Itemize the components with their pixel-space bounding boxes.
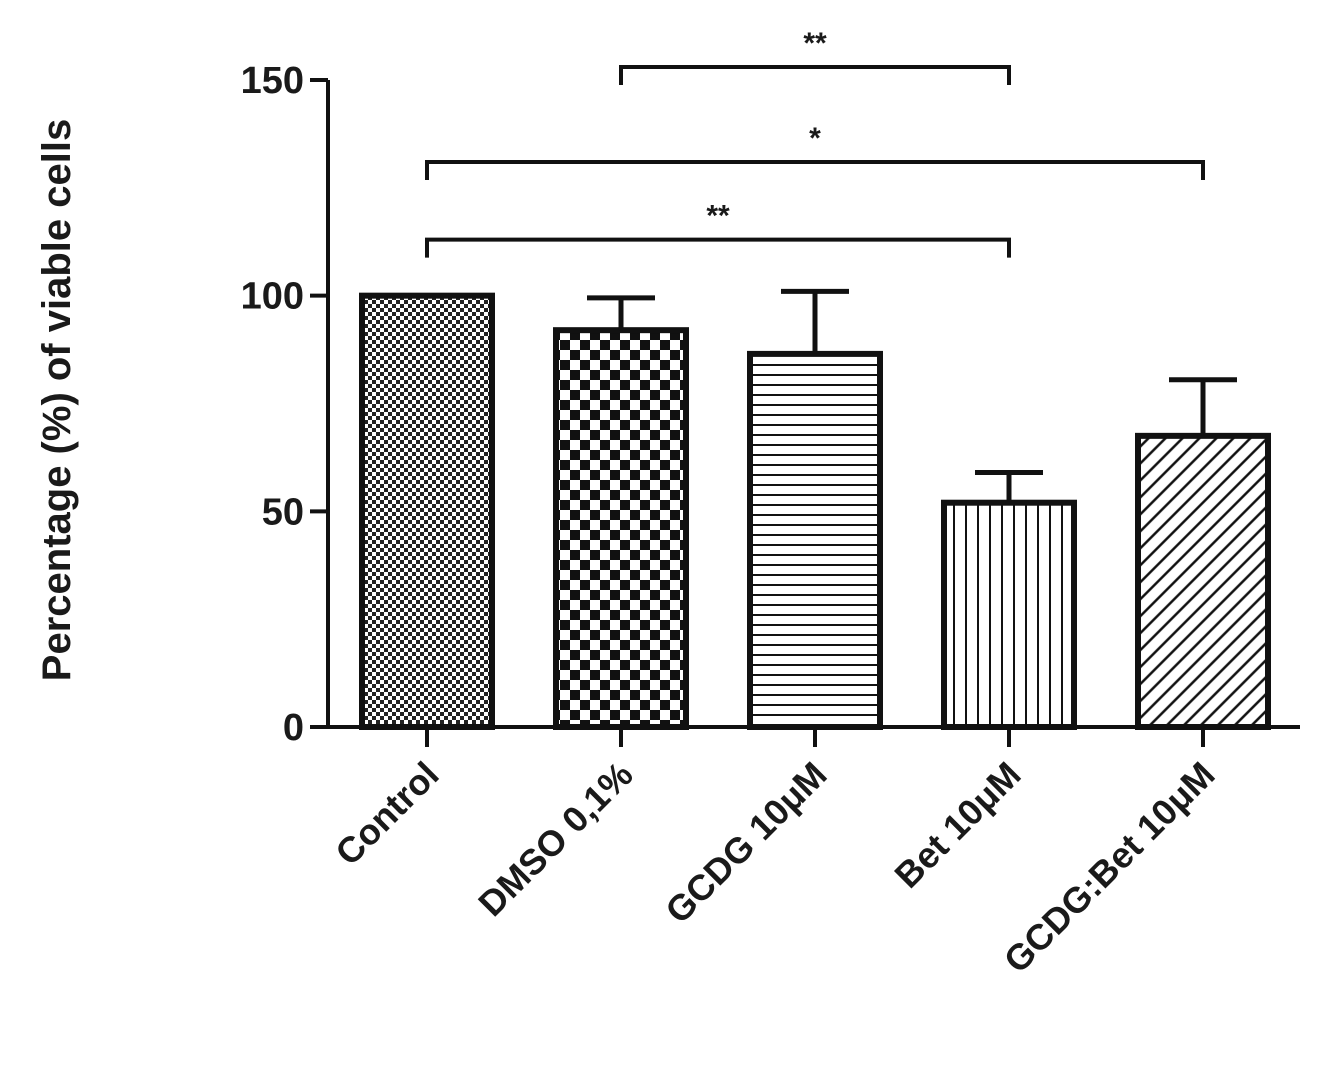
significance-bracket	[619, 65, 1011, 86]
significance-bracket	[425, 237, 1011, 258]
x-tick-label: DMSO 0,1%	[470, 754, 640, 924]
significance-bracket	[425, 159, 1205, 180]
significance-label: **	[803, 27, 827, 60]
y-tick-label: 100	[241, 276, 304, 318]
y-tick-label: 150	[241, 60, 304, 102]
x-tick-label: GCDG:Bet 10μM	[996, 754, 1223, 981]
bar	[359, 292, 495, 730]
bar	[747, 350, 883, 730]
x-tick-label: GCDG 10μM	[657, 754, 835, 932]
bar	[1135, 432, 1271, 730]
bar	[553, 327, 689, 730]
bar	[941, 499, 1077, 730]
y-tick-label: 50	[262, 491, 304, 533]
plot-area: 0 50 100 150 Control DMSO 0,1% GCDG 10μM Bet 10…	[241, 27, 1300, 981]
y-tick-label: 0	[283, 707, 304, 749]
x-tick-label: Control	[327, 754, 446, 873]
x-tick-label: Bet 10μM	[886, 754, 1028, 896]
significance-label: **	[706, 200, 730, 233]
y-axis-label: Percentage (%) of viable cells	[35, 119, 79, 681]
significance-label: *	[809, 122, 821, 155]
